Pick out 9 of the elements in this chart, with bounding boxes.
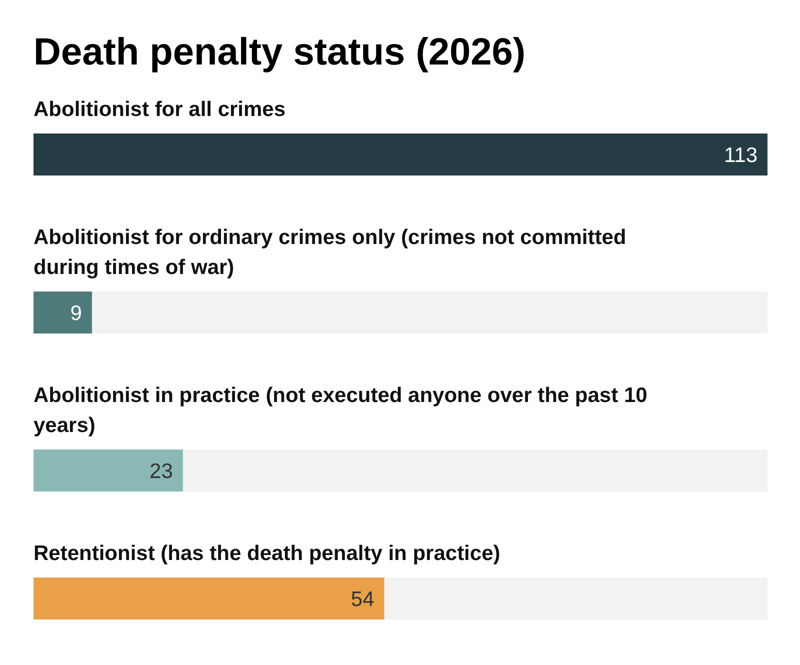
y-tick-label: Abolitionist in practice (not executed anyone over the past 10 years) (34, 384, 648, 437)
y-tick-label: Abolitionist for all crimes (34, 98, 286, 121)
data-label: 54 (350, 588, 375, 611)
y-tick-label: Retentionist (has the death penalty in practice) (34, 542, 500, 565)
y-tick-label: Abolitionist for ordinary crimes only (crimes not committed during times of war) (34, 226, 626, 279)
data-label: 23 (150, 460, 173, 483)
data-label: 113 (724, 144, 758, 167)
data-label: 9 (70, 302, 82, 325)
chart-title: Death penalty status (2026) (34, 32, 526, 74)
